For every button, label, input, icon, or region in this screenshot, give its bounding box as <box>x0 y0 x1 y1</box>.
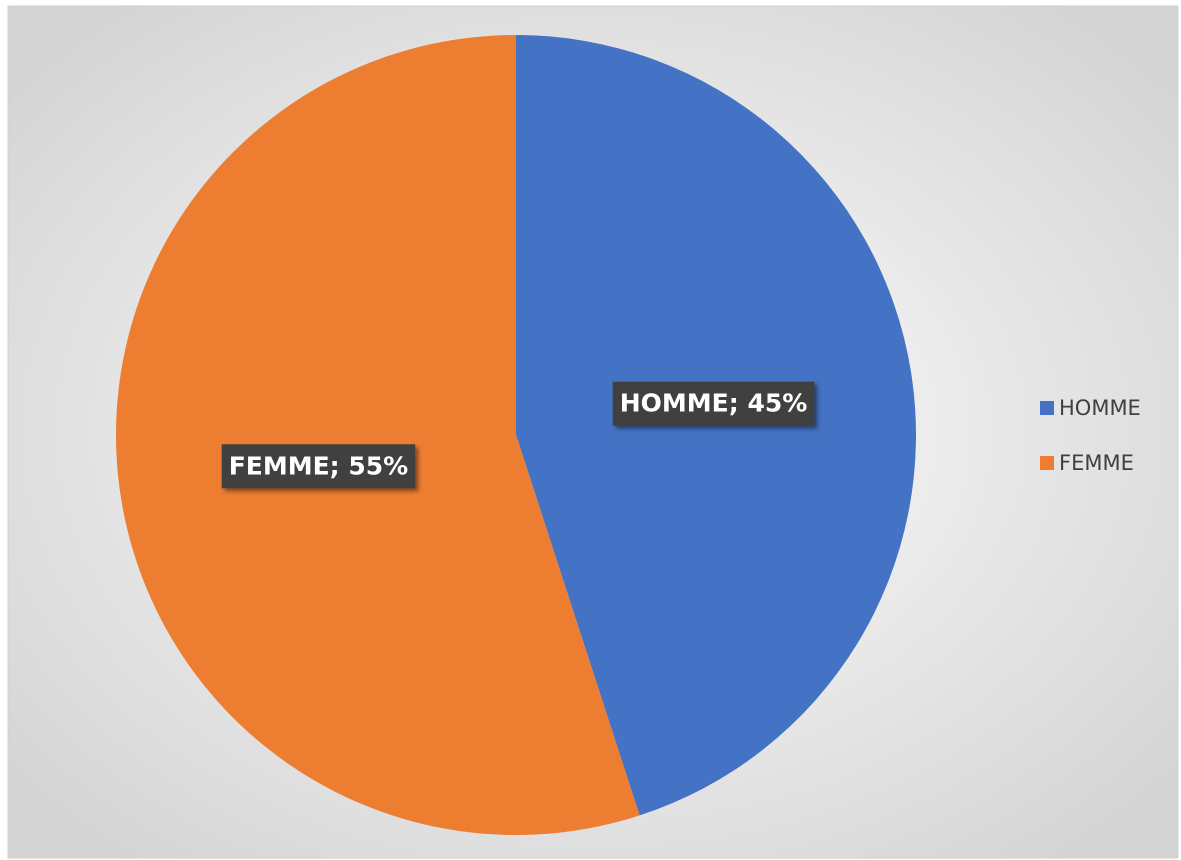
legend-swatch <box>1040 456 1054 470</box>
data-label-box <box>221 444 416 489</box>
legend-label: FEMME <box>1059 451 1134 475</box>
data-label: FEMME; 55% <box>221 444 416 489</box>
legend-swatch <box>1040 401 1054 415</box>
pie-slice <box>116 35 640 835</box>
data-label-text: HOMME; 45% <box>620 389 808 418</box>
data-label-box <box>612 381 815 426</box>
data-label: HOMME; 45% <box>612 381 815 426</box>
data-label-text: FEMME; 55% <box>229 451 409 480</box>
legend-label: HOMME <box>1059 396 1141 420</box>
